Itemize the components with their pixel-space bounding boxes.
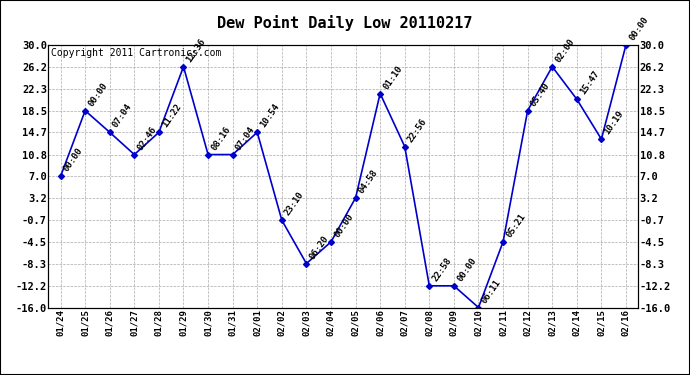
Text: 06:20: 06:20: [308, 234, 331, 261]
Text: 05:21: 05:21: [504, 212, 527, 239]
Text: 22:56: 22:56: [406, 117, 429, 144]
Text: 15:47: 15:47: [578, 69, 601, 96]
Text: 22:58: 22:58: [431, 256, 453, 283]
Text: 00:00: 00:00: [86, 81, 109, 108]
Text: 04:58: 04:58: [357, 168, 380, 195]
Text: 07:04: 07:04: [111, 102, 134, 129]
Text: 00:00: 00:00: [627, 15, 650, 42]
Text: 06:11: 06:11: [480, 278, 502, 305]
Text: 02:00: 02:00: [553, 37, 576, 64]
Text: 00:00: 00:00: [62, 146, 85, 174]
Text: 01:10: 01:10: [382, 63, 404, 91]
Text: 08:16: 08:16: [210, 124, 233, 152]
Text: 10:54: 10:54: [259, 102, 282, 129]
Text: 02:46: 02:46: [136, 124, 159, 152]
Text: 10:19: 10:19: [603, 109, 626, 136]
Text: 00:00: 00:00: [455, 256, 478, 283]
Text: 23:10: 23:10: [283, 190, 306, 217]
Text: 11:22: 11:22: [160, 102, 183, 129]
Text: 12:36: 12:36: [185, 37, 208, 64]
Text: 00:00: 00:00: [333, 212, 355, 239]
Text: Copyright 2011 Cartronics.com: Copyright 2011 Cartronics.com: [51, 48, 221, 58]
Text: 07:04: 07:04: [234, 124, 257, 152]
Text: Dew Point Daily Low 20110217: Dew Point Daily Low 20110217: [217, 15, 473, 31]
Text: 05:40: 05:40: [529, 81, 552, 108]
